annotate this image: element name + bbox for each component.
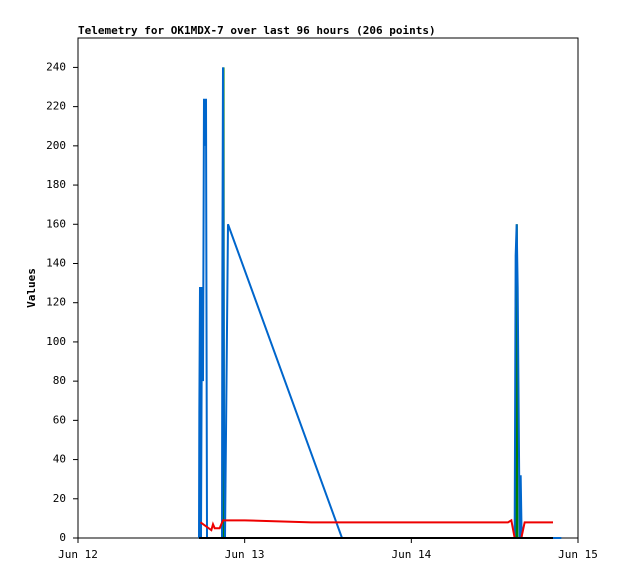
y-tick-label: 200	[46, 139, 66, 152]
y-tick-label: 100	[46, 335, 66, 348]
y-tick-label: 140	[46, 256, 66, 269]
series-line	[198, 67, 562, 539]
x-tick-label: Jun 12	[58, 548, 98, 561]
y-tick-label: 120	[46, 296, 66, 309]
x-tick-label: Jun 15	[558, 548, 598, 561]
y-tick-label: 180	[46, 178, 66, 191]
x-tick-label: Jun 13	[225, 548, 265, 561]
y-tick-label: 0	[59, 531, 66, 544]
y-tick-label: 220	[46, 100, 66, 113]
y-tick-label: 240	[46, 60, 66, 73]
y-tick-label: 40	[53, 453, 66, 466]
y-tick-label: 20	[53, 492, 66, 505]
x-tick-label: Jun 14	[391, 548, 431, 561]
chart-title: Telemetry for OK1MDX-7 over last 96 hour…	[78, 24, 436, 37]
y-axis-label: Values	[25, 268, 38, 308]
y-tick-label: 160	[46, 217, 66, 230]
y-tick-label: 80	[53, 374, 66, 387]
y-tick-label: 60	[53, 413, 66, 426]
